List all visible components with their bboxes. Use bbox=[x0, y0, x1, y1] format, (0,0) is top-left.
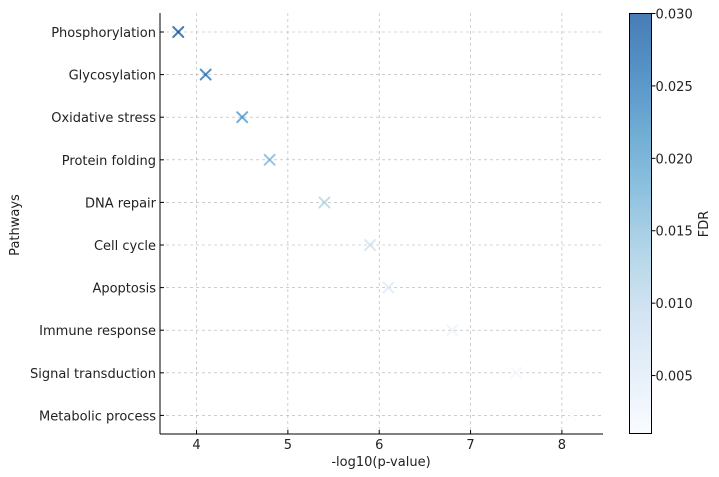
scatter-point bbox=[565, 409, 578, 422]
y-tick-label: Cell cycle bbox=[94, 239, 156, 254]
x-tick-label: 8 bbox=[558, 438, 566, 453]
scatter-point bbox=[236, 111, 249, 124]
x-ticks: 4 5 6 7 8 bbox=[192, 430, 566, 453]
data-points bbox=[172, 26, 578, 422]
colorbar-tick-label: 0.025 bbox=[656, 80, 693, 95]
colorbar-tick-label: 0.010 bbox=[656, 297, 693, 312]
colorbar-tick-label: 0.020 bbox=[656, 152, 693, 167]
colorbar-ticks: 0.005 0.010 0.015 0.020 0.025 0.030 bbox=[651, 8, 693, 385]
x-tick-label: 7 bbox=[466, 438, 474, 453]
x-tick-label: 6 bbox=[375, 438, 383, 453]
colorbar-label: FDR bbox=[697, 211, 712, 238]
y-tick-label: Signal transduction bbox=[30, 367, 156, 382]
y-tick-label: DNA repair bbox=[85, 196, 157, 211]
scatter-point bbox=[199, 68, 212, 81]
scatter-point bbox=[510, 366, 523, 379]
x-tick-label: 5 bbox=[284, 438, 292, 453]
x-tick-label: 4 bbox=[192, 438, 200, 453]
y-tick-label: Immune response bbox=[39, 324, 156, 339]
scatter-point bbox=[382, 281, 395, 294]
x-axis-label: -log10(p-value) bbox=[331, 455, 430, 470]
scatter-point bbox=[446, 324, 459, 337]
scatter-point bbox=[364, 239, 377, 251]
y-tick-label: Apoptosis bbox=[92, 282, 156, 297]
colorbar: 0.005 0.010 0.015 0.020 0.025 0.030 FDR bbox=[629, 8, 712, 434]
y-tick-label: Phosphorylation bbox=[51, 26, 156, 41]
y-tick-label: Protein folding bbox=[62, 154, 156, 169]
colorbar-tick-label: 0.005 bbox=[656, 370, 693, 385]
y-tick-label: Oxidative stress bbox=[51, 111, 156, 126]
y-tick-label: Metabolic process bbox=[39, 409, 156, 424]
scatter-point bbox=[263, 153, 276, 166]
scatter-point bbox=[172, 26, 185, 38]
grid bbox=[160, 13, 603, 434]
y-axis-label: Pathways bbox=[8, 194, 23, 256]
y-tick-label: Glycosylation bbox=[69, 69, 156, 84]
colorbar-gradient bbox=[629, 13, 652, 434]
y-ticks: Phosphorylation Glycosylation Oxidative st… bbox=[30, 26, 164, 424]
colorbar-tick-label: 0.030 bbox=[656, 8, 693, 23]
colorbar-tick-label: 0.015 bbox=[656, 225, 693, 240]
scatter-point bbox=[318, 196, 331, 209]
